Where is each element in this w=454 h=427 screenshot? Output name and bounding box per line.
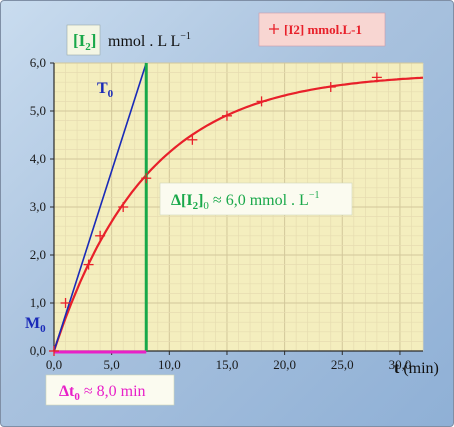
y-label-symbol-sub: 2	[85, 41, 91, 53]
legend-label: [I2] mmol.L-1	[284, 22, 362, 37]
tangent-label-sub: 0	[108, 88, 114, 100]
delta-i-box	[159, 182, 353, 216]
delta-i-sub2: 0	[203, 200, 209, 212]
x-tick-label: 10,0	[158, 357, 181, 372]
x-tick-label: 15,0	[216, 357, 239, 372]
y-label-symbol-close: ]	[91, 31, 97, 50]
y-label-symbol: [I2]	[73, 31, 96, 53]
delta-i-rest: ≈ 6,0 mmol . L	[209, 192, 309, 209]
data-point	[118, 202, 129, 212]
y-label-unit: mmol . L L−1	[108, 31, 191, 50]
y-tick-label: 2,0	[30, 247, 46, 262]
origin-label-base: M	[25, 315, 40, 332]
x-tick-label: 0,0	[46, 357, 62, 372]
data-point	[95, 230, 106, 241]
tangent-label: T0	[97, 80, 114, 100]
data-point	[325, 82, 336, 92]
y-tick-label: 0,0	[30, 343, 46, 358]
delta-i-sub1: 2	[193, 200, 199, 212]
data-point	[256, 96, 267, 107]
delta-t-rest: ≈ 8,0 min	[80, 383, 146, 400]
y-tick-label: 1,0	[30, 295, 46, 310]
legend-box	[258, 12, 386, 47]
delta-i-mid: ]	[198, 192, 203, 209]
data-point	[221, 110, 232, 121]
delta-i-text: Δ[I2]0 ≈ 6,0 mmol . L−1	[171, 190, 319, 212]
y-label-symbol-base: [I	[73, 31, 86, 50]
data-point	[187, 134, 198, 145]
x-tick-label: 25,0	[331, 357, 354, 372]
x-axis-label-symbol: t	[394, 360, 400, 377]
x-tick-label: 30,0	[389, 357, 412, 372]
y-tick-label: 6,0	[30, 55, 46, 70]
origin-label: M0	[25, 315, 46, 335]
data-point	[141, 173, 152, 184]
x-tick-label: 20,0	[273, 357, 296, 372]
delta-t-prefix: Δt	[59, 383, 75, 400]
delta-t-text: Δt0 ≈ 8,0 min	[59, 383, 146, 403]
delta-t-sub: 0	[74, 391, 80, 403]
delta-t-box	[45, 374, 175, 406]
delta-i-prefix: Δ[I	[171, 192, 193, 209]
tangent-label-base: T	[97, 80, 108, 97]
data-point	[60, 298, 71, 308]
delta-i-exp: −1	[309, 190, 320, 201]
legend-marker	[269, 24, 279, 34]
y-label-unit-exp: −1	[180, 31, 191, 42]
x-axis-label-unit: (min)	[399, 360, 439, 377]
y-tick-label: 3,0	[30, 199, 46, 214]
fit-curve	[52, 76, 424, 352]
origin-label-sub: 0	[40, 323, 46, 335]
y-tick-label: 4,0	[30, 151, 46, 166]
data-point	[49, 346, 59, 356]
y-tick-label: 5,0	[30, 103, 46, 118]
y-label-box	[66, 24, 101, 56]
data-point	[83, 259, 94, 270]
data-point	[371, 72, 382, 83]
x-tick-label: 5,0	[104, 357, 120, 372]
x-axis-label: t (min)	[394, 360, 439, 377]
y-label-unit-text: mmol . L L	[108, 33, 180, 50]
